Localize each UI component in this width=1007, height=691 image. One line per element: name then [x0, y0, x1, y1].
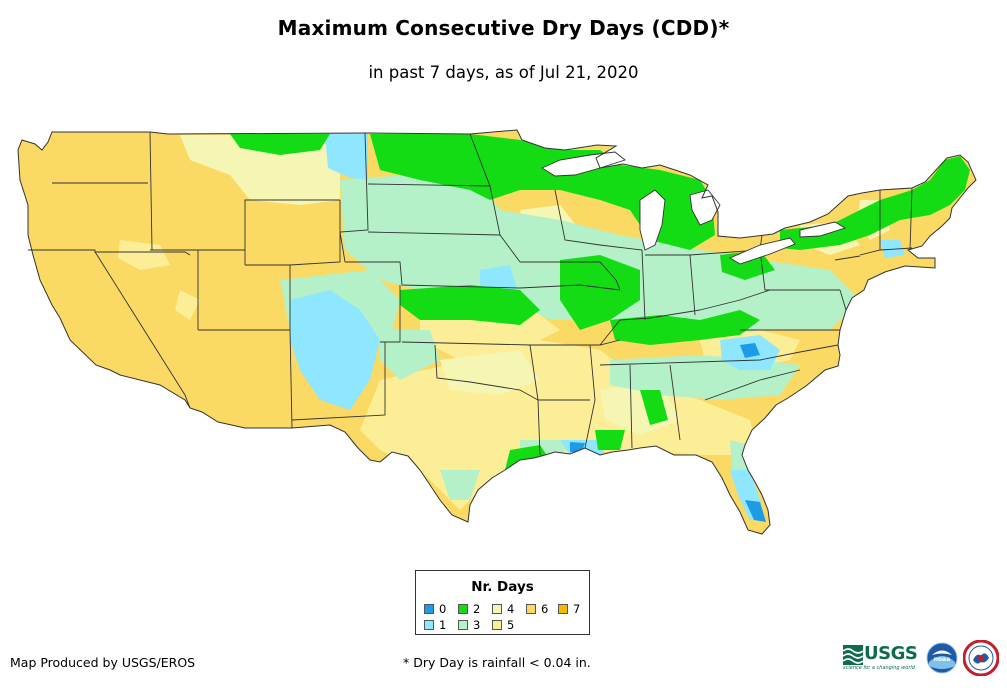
legend-item: 0 — [424, 602, 446, 616]
legend-item: 5 — [492, 618, 514, 632]
nws-logo — [963, 640, 999, 676]
lake-superior — [541, 151, 626, 177]
legend-swatch — [458, 620, 468, 630]
legend-label: 2 — [473, 602, 481, 616]
state-boundaries — [28, 131, 913, 456]
map-title: Maximum Consecutive Dry Days (CDD)* — [277, 16, 730, 40]
legend-item: 7 — [558, 602, 580, 616]
lake-erie — [729, 237, 796, 265]
great-lakes — [541, 151, 847, 265]
zone-2-days — [230, 134, 970, 470]
map-subtitle: in past 7 days, as of Jul 21, 2020 — [368, 63, 639, 82]
noaa-logo-text: noaa — [934, 656, 951, 663]
legend-label: 0 — [439, 602, 447, 616]
usgs-logo: USGS science for a changing world — [843, 643, 918, 671]
legend-label: 3 — [473, 618, 481, 632]
map-credit: Map Produced by USGS/EROS — [10, 655, 196, 670]
legend-swatch — [558, 604, 568, 614]
legend-swatch — [458, 604, 468, 614]
legend-item: 3 — [458, 618, 480, 632]
legend-item: 2 — [458, 602, 480, 616]
legend-swatch — [492, 604, 502, 614]
usgs-logo-tagline: science for a changing world — [843, 665, 915, 671]
legend-item: 4 — [492, 602, 514, 616]
usgs-wave-icon — [843, 645, 863, 665]
legend-title: Nr. Days — [471, 579, 534, 595]
legend-label: 5 — [507, 618, 515, 632]
usgs-logo-text: USGS — [864, 643, 918, 664]
legend-swatch — [492, 620, 502, 630]
legend: Nr. Days 0 1 2 3 4 5 6 7 — [415, 570, 590, 635]
legend-label: 7 — [573, 602, 581, 616]
legend-swatch — [424, 620, 434, 630]
dry-days-zones — [118, 134, 970, 522]
lake-ontario — [799, 221, 847, 238]
legend-swatch — [424, 604, 434, 614]
footnote: * Dry Day is rainfall < 0.04 in. — [403, 655, 591, 670]
legend-item: 1 — [424, 618, 446, 632]
legend-label: 6 — [541, 602, 549, 616]
lake-michigan — [639, 189, 666, 251]
legend-swatch — [526, 604, 536, 614]
legend-label: 1 — [439, 618, 447, 632]
legend-label: 4 — [507, 602, 515, 616]
legend-item: 6 — [526, 602, 548, 616]
noaa-logo: noaa — [926, 642, 958, 674]
